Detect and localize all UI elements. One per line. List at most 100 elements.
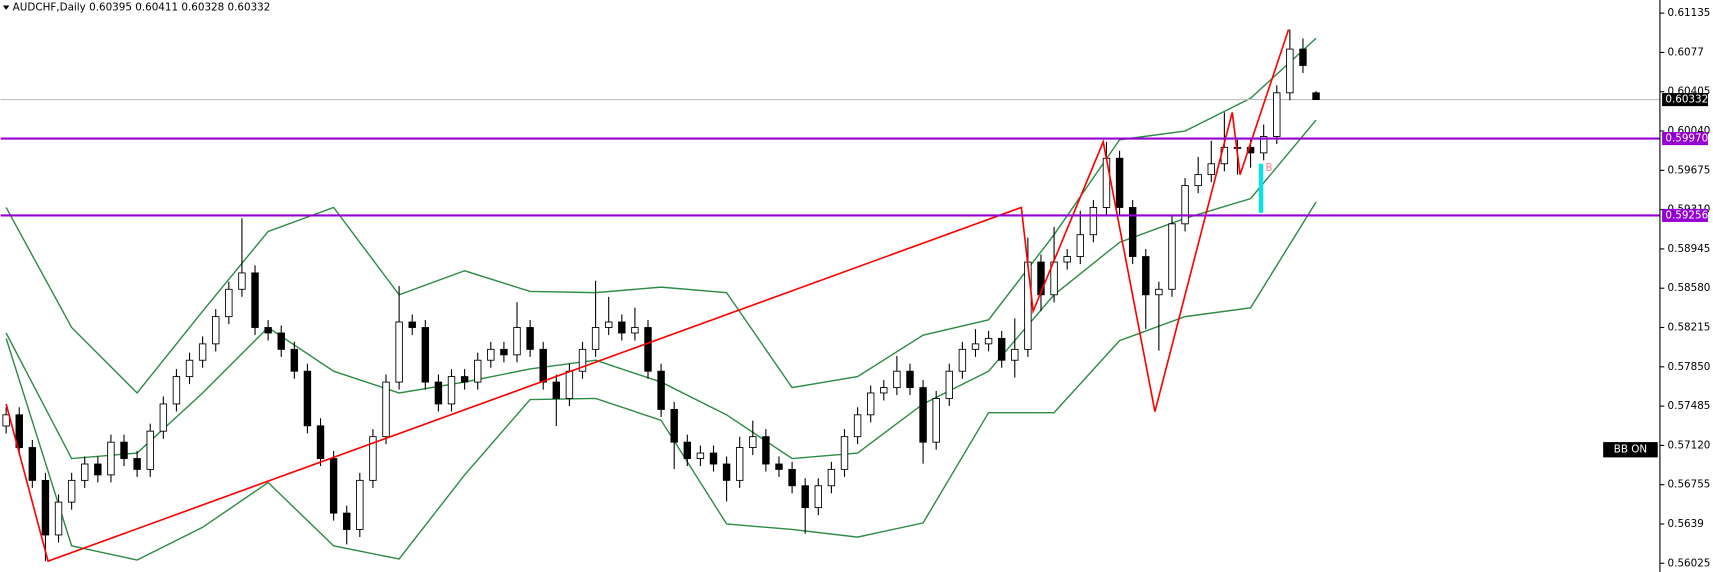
- candle-body: [1273, 92, 1281, 137]
- candle-body: [749, 436, 757, 448]
- candle-body: [212, 316, 220, 345]
- candle-body: [369, 436, 377, 481]
- candle-body: [277, 332, 285, 350]
- candle-body: [460, 376, 469, 383]
- candle-body: [28, 447, 37, 481]
- candle-body: [631, 327, 639, 334]
- candle-body: [303, 370, 312, 427]
- candle-body: [1181, 185, 1189, 225]
- candle-body: [866, 392, 875, 416]
- symbol-menu-icon[interactable]: [2, 5, 10, 10]
- candle-body: [893, 370, 901, 389]
- y-tick-label: 0.61135: [1668, 7, 1711, 19]
- y-tick-label: 0.58945: [1668, 243, 1711, 255]
- candle-body: [552, 381, 561, 399]
- candle-body: [683, 441, 692, 459]
- indicator-box: [1603, 442, 1658, 458]
- y-tick-label: 0.6077: [1668, 46, 1704, 58]
- candle-body: [500, 348, 508, 356]
- candle-body: [408, 321, 416, 328]
- candle-body: [919, 387, 927, 443]
- candle-body: [343, 512, 351, 530]
- level-tag: [1662, 132, 1708, 146]
- y-tick-label: 0.60040: [1668, 125, 1711, 137]
- signal-bar: [1258, 163, 1264, 213]
- candle-body: [722, 463, 731, 481]
- candle-body: [185, 359, 194, 378]
- indicator-label: BB ON: [1614, 444, 1647, 456]
- signal-label: B: [1265, 162, 1272, 174]
- level-label: 0.59256: [1665, 209, 1708, 221]
- candle-body: [54, 501, 63, 536]
- candle-body: [853, 414, 862, 438]
- candle-body: [290, 348, 299, 372]
- candle-body: [264, 327, 272, 334]
- candle-body: [880, 387, 888, 394]
- zigzag: [5, 29, 1290, 563]
- candle-body: [1194, 174, 1202, 187]
- candle-body: [1102, 157, 1111, 208]
- candle-body: [15, 414, 23, 448]
- candle-body: [1299, 48, 1307, 66]
- candle-body: [1024, 261, 1032, 350]
- candle-body: [251, 272, 259, 328]
- candle-body: [81, 463, 89, 481]
- y-tick-label: 0.5639: [1668, 518, 1704, 530]
- y-tick-label: 0.56755: [1668, 479, 1711, 491]
- current-price-tag: [1662, 93, 1708, 107]
- candle-body: [172, 376, 181, 405]
- candle-body: [1011, 348, 1019, 361]
- candle-body: [1089, 207, 1098, 236]
- candle-body: [1259, 136, 1268, 154]
- candle-body: [1168, 223, 1176, 290]
- plot-area: B: [0, 29, 1660, 563]
- candle-body: [447, 376, 456, 405]
- candle-body: [1207, 163, 1215, 176]
- candle-body: [94, 463, 102, 476]
- candle-body: [814, 485, 823, 509]
- candle-body: [2, 414, 10, 427]
- candle-body: [618, 321, 626, 334]
- candle-body: [1076, 234, 1084, 257]
- y-tick-label: 0.59675: [1668, 164, 1711, 176]
- candle-body: [316, 425, 325, 459]
- candle-body: [67, 479, 76, 503]
- candle-body: [604, 321, 613, 328]
- candle-body: [709, 452, 718, 465]
- candle-body: [1128, 207, 1137, 257]
- candle-body: [513, 327, 521, 356]
- candle-body: [421, 327, 430, 383]
- candle-body: [133, 458, 141, 470]
- candle-body: [107, 441, 115, 476]
- candle-body: [840, 436, 849, 470]
- candle-body: [801, 485, 809, 509]
- candle-body: [487, 348, 495, 361]
- candle-body: [1037, 261, 1045, 296]
- candle-body: [382, 381, 390, 438]
- candle-body: [591, 327, 600, 350]
- candle-body: [984, 337, 993, 345]
- bollinger-lower: [5, 201, 1317, 561]
- level-tag: [1662, 208, 1708, 222]
- y-tick-label: 0.57850: [1668, 361, 1711, 373]
- bollinger-upper: [5, 37, 1317, 395]
- candle-body: [526, 327, 534, 350]
- candle-body: [644, 327, 652, 372]
- y-tick-label: 0.58580: [1668, 282, 1711, 294]
- candle-body: [670, 408, 678, 443]
- candle-body: [146, 430, 154, 470]
- candle-body: [120, 441, 128, 459]
- candle-body: [578, 348, 587, 372]
- candle-body: [225, 288, 233, 318]
- candle-body: [41, 479, 50, 536]
- candle-body: [906, 370, 914, 389]
- current-price-label: 0.60332: [1665, 94, 1708, 106]
- level-label: 0.59970: [1665, 133, 1708, 145]
- candle-body: [696, 452, 705, 459]
- candle-body: [997, 337, 1006, 361]
- candle-body: [788, 468, 796, 487]
- candle-body: [958, 348, 967, 372]
